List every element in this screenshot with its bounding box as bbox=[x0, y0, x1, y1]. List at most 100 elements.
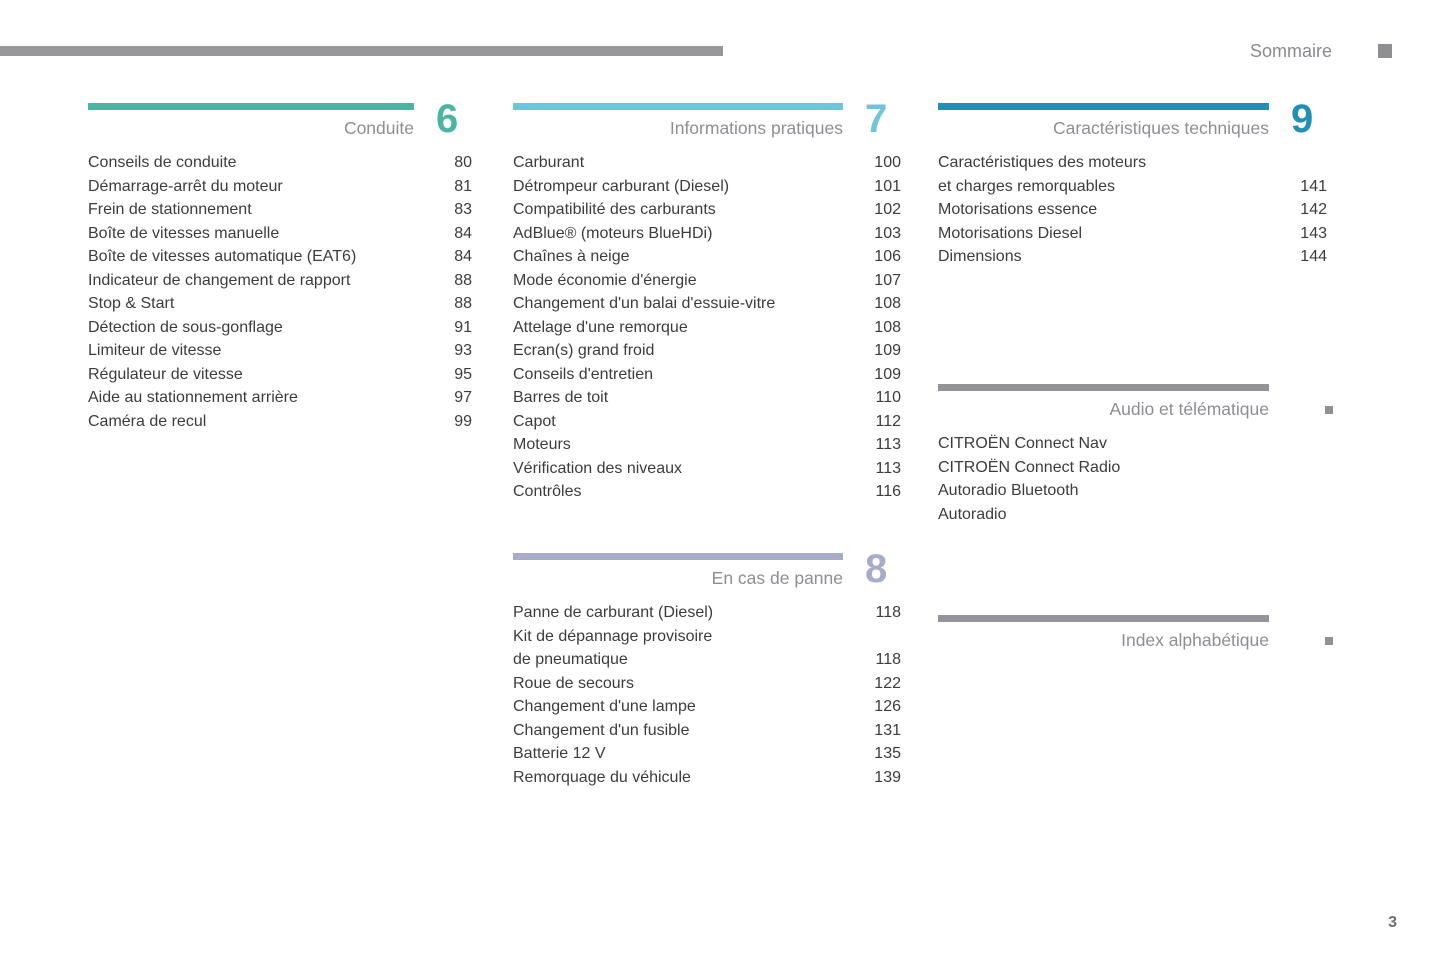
toc-entry[interactable]: Indicateur de changement de rapport 88 bbox=[88, 269, 472, 293]
toc-entry-label: Panne de carburant (Diesel) bbox=[513, 604, 714, 621]
toc-entry[interactable]: Kit de dépannage provisoire de pneumatiq… bbox=[513, 625, 901, 672]
toc-entry[interactable]: Changement d'un fusible 131 bbox=[513, 719, 901, 743]
toc-entry[interactable]: Contrôles 116 bbox=[513, 480, 901, 504]
section-informations-pratiques: Informations pratiques 7 Carburant 100 D… bbox=[513, 99, 901, 504]
toc-entry-label: AdBlue® (moteurs BlueHDi) bbox=[513, 224, 713, 242]
toc-entry[interactable]: Motorisations essence 142 bbox=[938, 198, 1327, 222]
toc-entry[interactable]: AdBlue® (moteurs BlueHDi) 103 bbox=[513, 222, 901, 246]
section-accent-bar bbox=[938, 384, 1269, 391]
toc-entry-label: Boîte de vitesses manuelle bbox=[88, 224, 280, 242]
toc-entry[interactable]: Chaînes à neige 106 bbox=[513, 245, 901, 269]
toc-entry[interactable]: Boîte de vitesses automatique (EAT6) 84 bbox=[88, 245, 472, 269]
toc-entry[interactable]: Remorquage du véhicule 139 bbox=[513, 766, 901, 790]
toc-entry[interactable]: Roue de secours 122 bbox=[513, 672, 901, 696]
section-header: Audio et télématique bbox=[938, 384, 1333, 419]
toc-entry[interactable]: Aide au stationnement arrière 97 bbox=[88, 386, 472, 410]
section-title: Index alphabétique bbox=[1121, 630, 1269, 650]
toc-entry[interactable]: Mode économie d'énergie 107 bbox=[513, 269, 901, 293]
toc-entry-label: Détection de sous-gonflage bbox=[88, 318, 283, 336]
page-number: 3 bbox=[1388, 914, 1397, 931]
toc-entry-label: Kit de dépannage provisoire de pneumatiq… bbox=[513, 627, 713, 669]
toc-entry-label: CITROËN Connect Radio bbox=[938, 458, 1121, 476]
toc-entry[interactable]: CITROËN Connect Radio bbox=[938, 456, 1327, 480]
toc-entry-label: Stop & Start bbox=[88, 295, 175, 312]
section-header: Caractéristiques techniques 9 bbox=[938, 97, 1327, 141]
toc-entry-label: Remorquage du véhicule bbox=[513, 768, 691, 786]
toc-entry-page: 110 bbox=[875, 389, 901, 406]
section-marker-icon bbox=[1378, 44, 1392, 58]
toc-entry-page: 142 bbox=[1300, 201, 1327, 218]
toc-entry[interactable]: Ecran(s) grand froid 109 bbox=[513, 339, 901, 363]
section-title: Caractéristiques techniques bbox=[1053, 118, 1269, 138]
toc-entry-label: CITROËN Connect Nav bbox=[938, 435, 1107, 452]
toc-entry-label: Chaînes à neige bbox=[513, 248, 630, 265]
toc-entry[interactable]: Dimensions 144 bbox=[938, 245, 1327, 269]
toc-entry-label: Moteurs bbox=[513, 436, 571, 453]
section-number: 8 bbox=[865, 547, 888, 591]
toc-entry-page: 112 bbox=[875, 412, 901, 430]
toc-entry-label: Démarrage-arrêt du moteur bbox=[88, 177, 283, 195]
toc-entry-page: 84 bbox=[454, 248, 472, 265]
toc-list: CITROËN Connect Nav CITROËN Connect Radi… bbox=[938, 432, 1327, 526]
toc-entry-page: 109 bbox=[874, 365, 901, 383]
toc-entry[interactable]: Carburant 100 bbox=[513, 151, 901, 175]
toc-entry[interactable]: Détection de sous-gonflage 91 bbox=[88, 316, 472, 340]
toc-entry-label: Carburant bbox=[513, 154, 585, 171]
section-accent-bar bbox=[513, 103, 843, 110]
page-title: Sommaire bbox=[1249, 41, 1332, 61]
toc-entry-page: 80 bbox=[454, 154, 472, 171]
toc-entry-label: Changement d'un fusible bbox=[513, 721, 690, 739]
toc-entry-page: 139 bbox=[874, 768, 901, 786]
toc-entry[interactable]: Détrompeur carburant (Diesel) 101 bbox=[513, 175, 901, 199]
toc-entry-label: Conseils d'entretien bbox=[513, 365, 654, 383]
toc-entry-label: Régulateur de vitesse bbox=[88, 365, 243, 383]
toc-entry[interactable]: Capot 112 bbox=[513, 410, 901, 434]
toc-entry[interactable]: Conseils de conduite 80 bbox=[88, 151, 472, 175]
toc-entry[interactable]: Compatibilité des carburants 102 bbox=[513, 198, 901, 222]
toc-entry[interactable]: Changement d'une lampe 126 bbox=[513, 695, 901, 719]
toc-entry[interactable]: Motorisations Diesel 143 bbox=[938, 222, 1327, 246]
toc-list: Panne de carburant (Diesel) 118 Kit de d… bbox=[513, 601, 901, 789]
toc-entry-page: 97 bbox=[454, 389, 472, 406]
toc-entry[interactable]: Caméra de recul 99 bbox=[88, 410, 472, 434]
toc-entry-label: Compatibilité des carburants bbox=[513, 201, 716, 218]
toc-entry[interactable]: Moteurs 113 bbox=[513, 433, 901, 457]
toc-entry[interactable]: Caractéristiques des moteurs et charges … bbox=[938, 151, 1327, 198]
toc-entry-label: Autoradio bbox=[938, 505, 1007, 523]
toc-entry-page: 88 bbox=[454, 295, 472, 312]
toc-entry-label: Motorisations essence bbox=[938, 201, 1098, 218]
toc-entry-label: Dimensions bbox=[938, 248, 1022, 265]
toc-entry[interactable]: Régulateur de vitesse 95 bbox=[88, 363, 472, 387]
toc-entry-page: 126 bbox=[874, 698, 901, 715]
section-number: 9 bbox=[1291, 97, 1314, 141]
toc-entry[interactable]: Démarrage-arrêt du moteur 81 bbox=[88, 175, 472, 199]
toc-entry[interactable]: Frein de stationnement 83 bbox=[88, 198, 472, 222]
toc-entry[interactable]: Attelage d'une remorque 108 bbox=[513, 316, 901, 340]
toc-entry-page: 135 bbox=[874, 745, 901, 762]
toc-entry[interactable]: Barres de toit 110 bbox=[513, 386, 901, 410]
toc-entry-page: 113 bbox=[875, 459, 901, 477]
toc-entry-label: Autoradio Bluetooth bbox=[938, 482, 1079, 499]
toc-entry[interactable]: Autoradio Bluetooth bbox=[938, 479, 1327, 503]
toc-entry[interactable]: Vérification des niveaux 113 bbox=[513, 457, 901, 481]
toc-entry-label: Changement d'un balai d'essuie-vitre bbox=[513, 295, 776, 312]
toc-entry-page: 99 bbox=[454, 412, 472, 430]
toc-entry[interactable]: Boîte de vitesses manuelle 84 bbox=[88, 222, 472, 246]
toc-entry[interactable]: Batterie 12 V 135 bbox=[513, 742, 901, 766]
section-accent-bar bbox=[88, 103, 414, 110]
toc-entry-page: 143 bbox=[1300, 224, 1327, 242]
toc-entry-page: 141 bbox=[1300, 177, 1327, 195]
toc-entry[interactable]: Conseils d'entretien 109 bbox=[513, 363, 901, 387]
toc-entry[interactable]: Changement d'un balai d'essuie-vitre 108 bbox=[513, 292, 901, 316]
toc-entry[interactable]: Panne de carburant (Diesel) 118 bbox=[513, 601, 901, 625]
toc-entry-page: 122 bbox=[874, 674, 901, 692]
toc-entry-page: 101 bbox=[874, 177, 901, 195]
toc-entry[interactable]: Stop & Start 88 bbox=[88, 292, 472, 316]
section-bullet-area bbox=[1269, 613, 1333, 645]
toc-list: Carburant 100 Détrompeur carburant (Dies… bbox=[513, 151, 901, 504]
toc-entry[interactable]: CITROËN Connect Nav bbox=[938, 432, 1327, 456]
section-caracteristiques-techniques: Caractéristiques techniques 9 Caractéris… bbox=[938, 97, 1327, 269]
toc-entry[interactable]: Limiteur de vitesse 93 bbox=[88, 339, 472, 363]
toc-entry[interactable]: Autoradio bbox=[938, 503, 1327, 527]
